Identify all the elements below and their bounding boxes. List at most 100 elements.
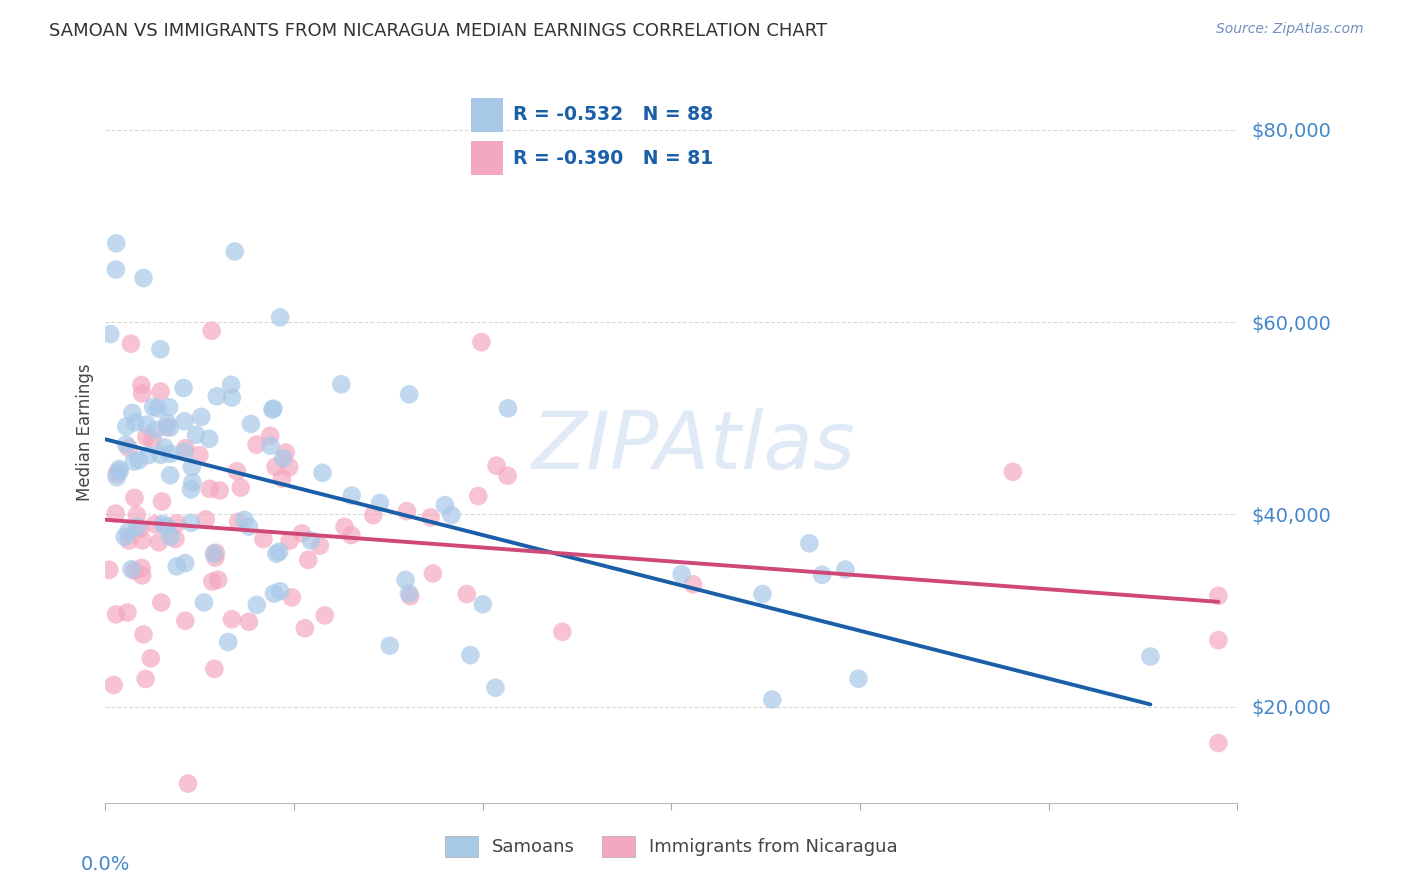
Point [208,483,231,498]
Point [262,402,284,417]
Point [333,520,356,534]
Point [117,524,139,539]
Point [174,556,197,570]
Legend: Samoans, Immigrants from Nicaragua: Samoans, Immigrants from Nicaragua [437,829,905,864]
Point [131,386,153,401]
Point [246,437,269,451]
Point [148,535,170,549]
Point [340,528,363,542]
Point [104,507,127,521]
Text: 0.0%: 0.0% [80,855,131,873]
Point [221,612,243,626]
Point [263,586,285,600]
Point [496,401,519,416]
Point [330,377,353,392]
Point [139,651,162,665]
Point [204,550,226,565]
Point [105,470,128,484]
Point [105,467,128,481]
Point [124,415,146,429]
Point [419,510,441,524]
Point [142,401,165,415]
Point [269,310,291,325]
Point [269,545,291,559]
Point [422,566,444,581]
Point [180,459,202,474]
Point [174,614,197,628]
Point [155,420,177,434]
Point [103,678,125,692]
Point [1139,649,1161,664]
Point [127,519,149,533]
Point [149,448,172,462]
Point [143,517,166,532]
Point [131,533,153,548]
Point [149,384,172,399]
Point [166,516,188,531]
Point [811,567,834,582]
Point [118,533,141,548]
Point [314,608,336,623]
Point [291,526,314,541]
Point [173,381,195,395]
Point [157,401,180,415]
Point [433,498,456,512]
Point [198,432,221,446]
Point [155,519,177,533]
Point [467,489,489,503]
Point [184,427,207,442]
Point [394,573,416,587]
Point [135,672,157,686]
Text: ZIPAtlas: ZIPAtlas [531,409,856,486]
Point [166,559,188,574]
Point [159,420,181,434]
Point [440,508,463,522]
Point [226,515,249,529]
Point [398,586,420,600]
Point [264,459,287,474]
Point [219,377,242,392]
Point [456,587,478,601]
Point [146,401,169,416]
Point [190,409,212,424]
Point [266,547,288,561]
Point [131,561,153,575]
Point [98,563,121,577]
Point [340,489,363,503]
Point [177,776,200,790]
Point [399,589,422,603]
Point [221,391,243,405]
Point [122,454,145,468]
Point [153,440,176,454]
Point [194,512,217,526]
Point [115,437,138,451]
Point [207,573,229,587]
Point [471,597,494,611]
Point [281,591,304,605]
Point [262,401,284,416]
Point [193,595,215,609]
Point [201,324,224,338]
Point [114,530,136,544]
Point [174,441,197,455]
Point [115,419,138,434]
Point [799,536,821,550]
Point [120,336,142,351]
Point [278,533,301,548]
Point [1208,589,1230,603]
Point [128,453,150,467]
Point [121,562,143,576]
Point [105,607,128,622]
Point [205,389,228,403]
Point [180,516,202,530]
Point [470,335,492,350]
Point [484,681,506,695]
Point [180,483,202,497]
Point [105,236,128,251]
Text: Source: ZipAtlas.com: Source: ZipAtlas.com [1216,22,1364,37]
Point [671,567,693,582]
Point [1208,736,1230,750]
Point [294,621,316,635]
Point [274,445,297,459]
Point [309,539,332,553]
